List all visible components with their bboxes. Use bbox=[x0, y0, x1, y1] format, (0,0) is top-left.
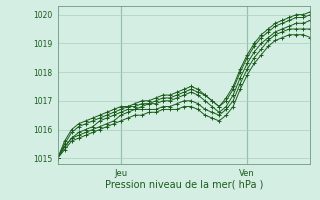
X-axis label: Pression niveau de la mer( hPa ): Pression niveau de la mer( hPa ) bbox=[105, 179, 263, 189]
